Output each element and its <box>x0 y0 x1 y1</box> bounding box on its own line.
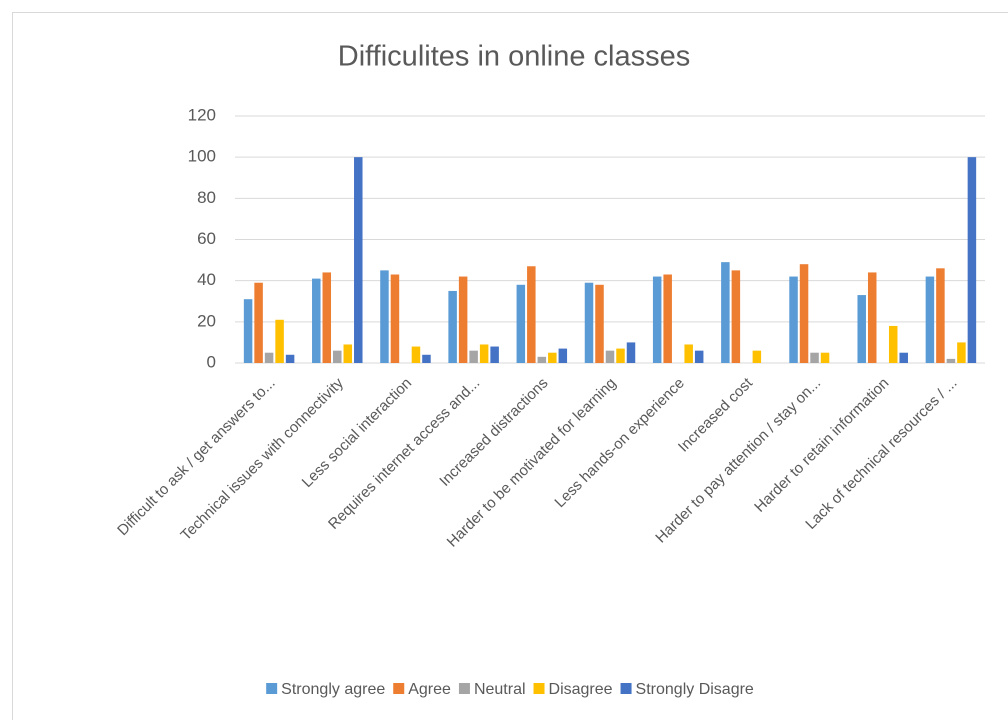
legend-swatch <box>393 683 405 694</box>
bar <box>820 352 830 363</box>
bar <box>390 274 400 363</box>
bar <box>380 270 389 363</box>
bar <box>946 358 956 363</box>
bar <box>936 268 945 363</box>
bar <box>479 344 489 363</box>
bar <box>275 319 284 363</box>
bar <box>469 350 478 363</box>
bar <box>967 157 977 363</box>
legend-swatch <box>266 683 278 694</box>
legend-label: Disagree <box>549 681 613 698</box>
bar <box>343 344 353 363</box>
y-tick-label: 60 <box>197 229 216 248</box>
bar <box>448 290 457 363</box>
bar <box>799 264 809 363</box>
bar <box>684 344 693 363</box>
bar <box>354 157 363 363</box>
bar <box>537 356 547 363</box>
legend-swatch <box>458 683 470 694</box>
y-tick-label: 100 <box>188 147 216 166</box>
bar <box>957 342 966 363</box>
bar <box>595 284 604 363</box>
bar <box>312 278 321 363</box>
bar <box>721 262 730 363</box>
bar <box>731 270 741 363</box>
bar <box>626 342 636 363</box>
bar <box>333 350 342 363</box>
bar <box>899 352 908 363</box>
bar <box>789 276 798 363</box>
legend-label: Strongly agree <box>281 681 385 698</box>
bar <box>605 350 615 363</box>
y-tick-label: 80 <box>197 188 216 207</box>
bar <box>458 276 468 363</box>
bar <box>752 350 762 363</box>
bar <box>888 325 898 363</box>
bar <box>548 352 557 363</box>
bar <box>925 276 935 363</box>
chart-border <box>12 12 1008 720</box>
y-tick-label: 0 <box>207 352 216 371</box>
y-tick-label: 20 <box>197 311 216 330</box>
bar <box>558 348 568 363</box>
legend-swatch <box>620 683 632 694</box>
bar <box>857 295 866 363</box>
chart-title: Difficulites in online classes <box>338 41 690 73</box>
legend-label: Strongly Disagre <box>636 681 754 698</box>
y-tick-label: 120 <box>188 105 216 124</box>
bar <box>527 266 536 363</box>
bar <box>411 346 421 363</box>
bar <box>285 354 295 363</box>
bar <box>322 272 332 363</box>
legend-swatch <box>533 683 545 694</box>
bar <box>264 352 274 363</box>
bar <box>616 348 625 363</box>
bar <box>243 299 253 363</box>
bar <box>810 352 819 363</box>
bar <box>584 282 594 363</box>
y-tick-label: 40 <box>197 270 216 289</box>
bar <box>516 284 526 363</box>
bar <box>254 282 263 363</box>
legend-label: Neutral <box>474 681 526 698</box>
bar <box>867 272 877 363</box>
bar <box>663 274 672 363</box>
bar <box>652 276 662 363</box>
bar <box>422 354 431 363</box>
bar <box>490 346 499 363</box>
legend-label: Agree <box>408 681 451 698</box>
bar <box>694 350 704 363</box>
